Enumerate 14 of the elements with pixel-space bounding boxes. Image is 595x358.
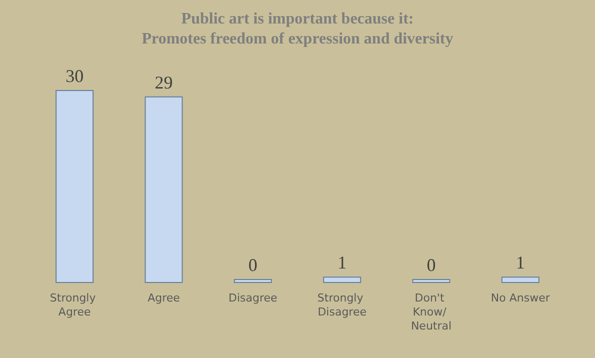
data-label: 30 — [66, 66, 84, 86]
x-tick-label: Agree — [148, 292, 180, 304]
x-tick-label: No Answer — [490, 292, 550, 304]
data-label: 1 — [338, 252, 347, 273]
x-tick-label: Don't Know/ Neutral — [410, 292, 452, 332]
x-tick-label: Strongly Disagree — [317, 292, 367, 318]
chart-title: Public art is important because it: — [181, 10, 414, 28]
chart-subtitle: Promotes freedom of expression and diversity — [142, 30, 454, 48]
data-label: 1 — [516, 252, 525, 273]
data-label: 29 — [154, 72, 173, 92]
x-tick-label: Strongly Agree — [50, 292, 100, 318]
data-label: 0 — [426, 255, 436, 275]
x-tick-label: Disagree — [228, 292, 278, 304]
data-label: 0 — [248, 255, 258, 275]
